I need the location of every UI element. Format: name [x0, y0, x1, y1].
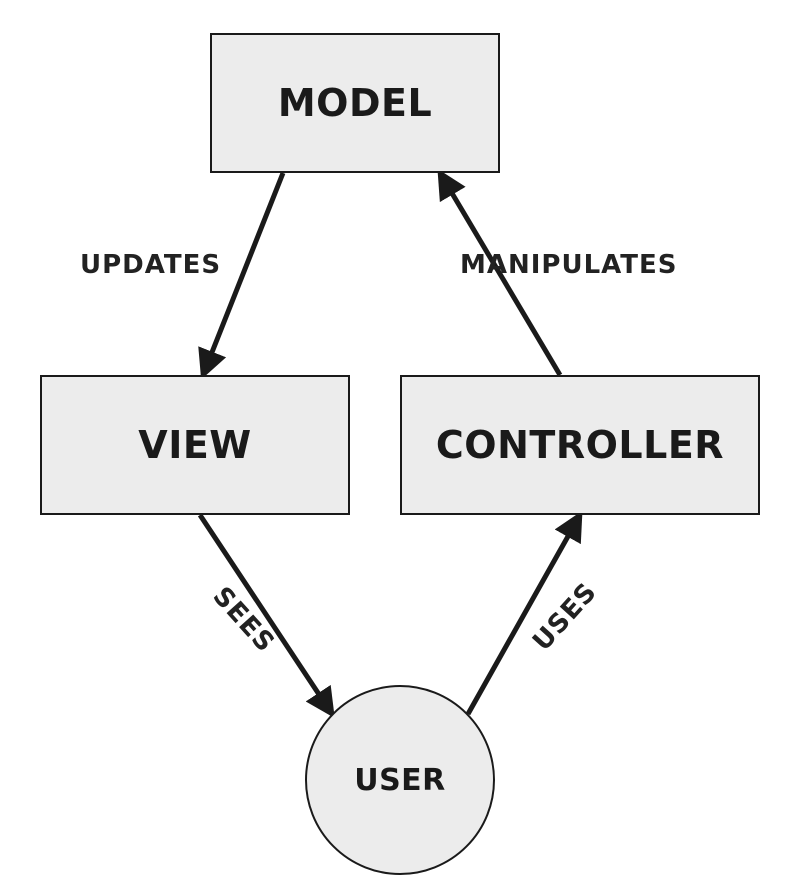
node-controller-label: CONTROLLER: [436, 423, 724, 467]
node-user-label: USER: [354, 763, 446, 798]
edge-manipulates-label: MANIPULATES: [460, 250, 678, 280]
node-view: VIEW: [40, 375, 350, 515]
node-model-label: MODEL: [278, 81, 432, 125]
mvc-diagram: MODEL VIEW CONTROLLER USER UPDATES MANIP…: [0, 0, 800, 880]
edge-updates-label: UPDATES: [80, 250, 221, 280]
node-controller: CONTROLLER: [400, 375, 760, 515]
node-user: USER: [305, 685, 495, 875]
node-model: MODEL: [210, 33, 500, 173]
edge-uses-label: USES: [527, 577, 603, 657]
node-view-label: VIEW: [138, 423, 251, 467]
edge-sees-label: SEES: [207, 581, 281, 658]
